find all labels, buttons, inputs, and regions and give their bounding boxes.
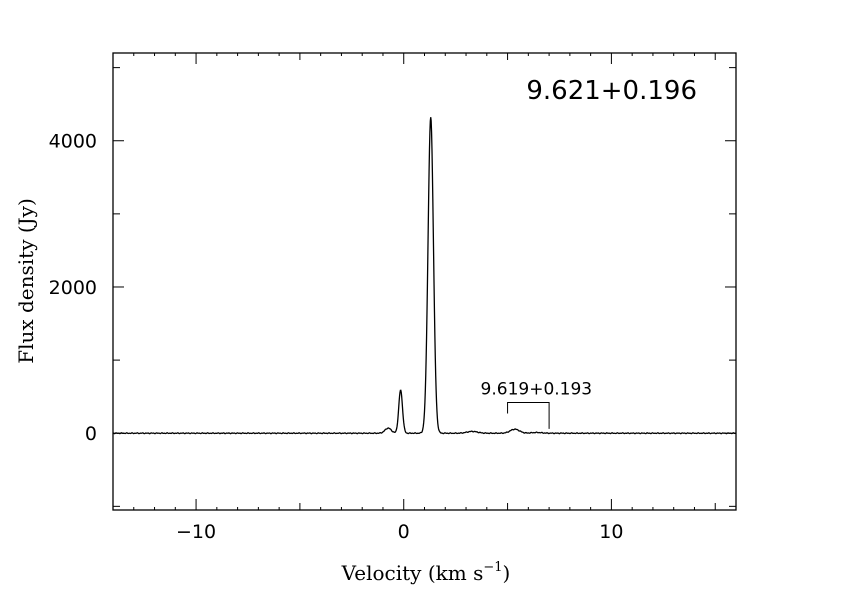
chart-title: 9.621+0.196 [526, 76, 697, 106]
y-tick-label: 2000 [49, 277, 97, 299]
plot-frame [112, 52, 737, 511]
x-tick-label: 0 [398, 521, 410, 543]
spectrum-line [112, 117, 737, 435]
x-tick-labels: −10 0 10 [176, 521, 623, 543]
annotation-label: 9.619+0.193 [481, 380, 593, 400]
x-tick-label: 10 [599, 521, 623, 543]
x-tick-label: −10 [176, 521, 216, 543]
x-axis-title: Velocity (km s−1) [341, 560, 511, 585]
axis-ticks [112, 53, 737, 510]
y-axis-title: Flux density (Jy) [14, 198, 38, 364]
y-tick-labels: 0 2000 4000 [49, 131, 97, 445]
y-tick-label: 4000 [49, 131, 97, 153]
x-axis-title-superscript: −1 [483, 560, 502, 575]
x-axis-title-main: Velocity (km s [341, 561, 484, 585]
annotation-bracket [507, 402, 550, 429]
x-axis-title-suffix: ) [503, 561, 511, 585]
y-tick-label: 0 [85, 423, 97, 445]
